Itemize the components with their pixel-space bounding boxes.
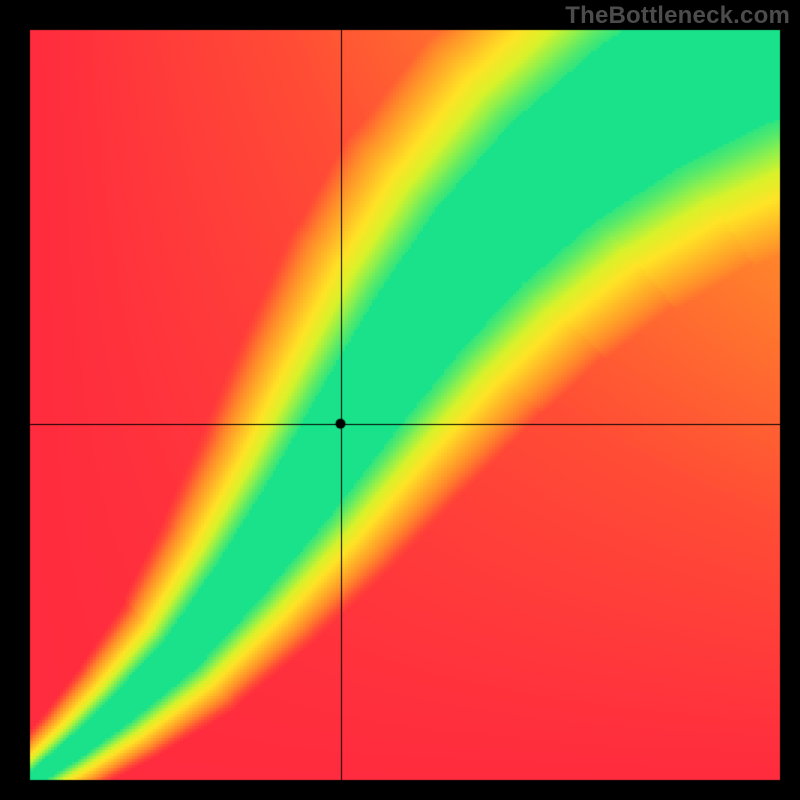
chart-container: TheBottleneck.com — [0, 0, 800, 800]
bottleneck-heatmap — [0, 0, 800, 800]
watermark-text: TheBottleneck.com — [565, 2, 790, 30]
